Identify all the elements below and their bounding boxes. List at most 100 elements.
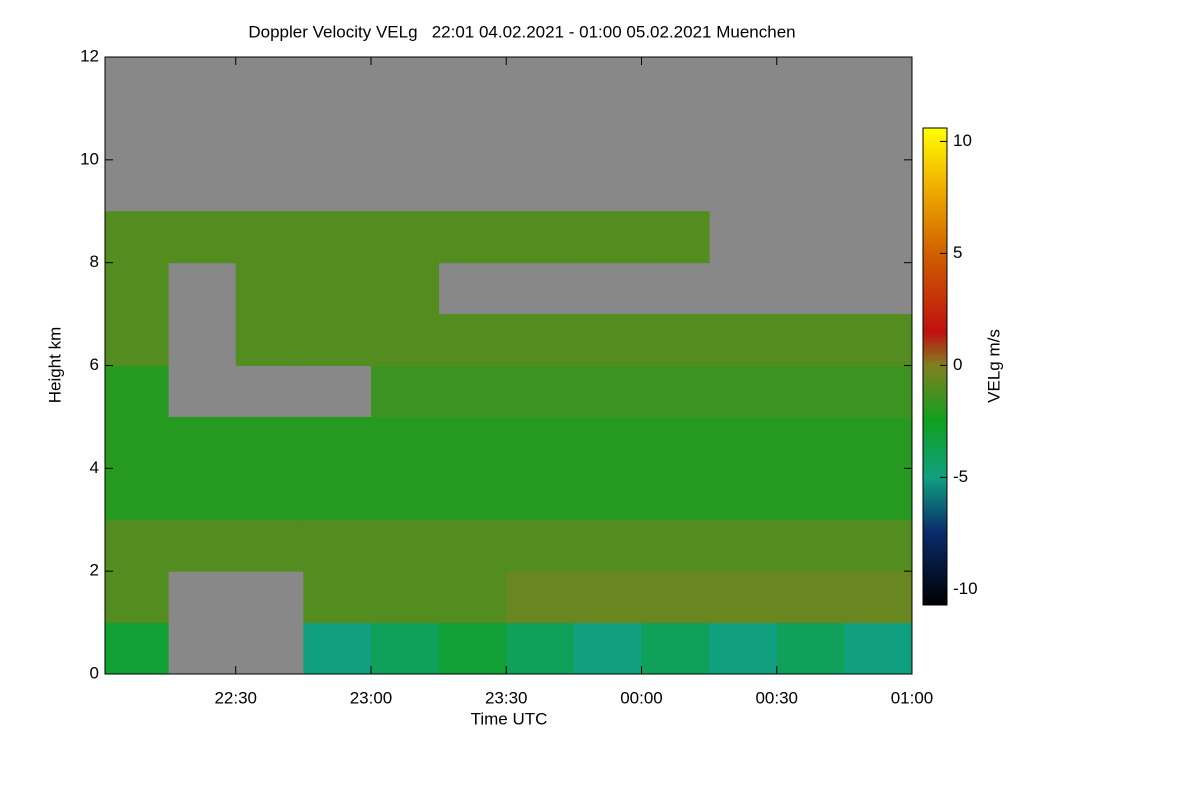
heatmap-cell	[235, 416, 304, 469]
x-axis-label: Time UTC	[471, 709, 548, 728]
heatmap-cell	[303, 571, 372, 624]
heatmap-cell	[573, 622, 642, 674]
heatmap-cell	[370, 365, 440, 418]
heatmap-cell	[641, 416, 710, 469]
heatmap-cell	[438, 365, 507, 418]
y-tick-label: 2	[90, 561, 99, 580]
heatmap-cell	[235, 211, 304, 264]
heatmap-cell	[303, 314, 372, 366]
heatmap-cell	[235, 468, 304, 521]
heatmap-cell	[573, 211, 642, 264]
x-tick-label: 01:00	[891, 688, 934, 707]
heatmap-cell	[105, 365, 169, 418]
heatmap-cell	[709, 365, 778, 418]
heatmap-cell	[506, 519, 575, 572]
heatmap-cell	[776, 314, 845, 366]
heatmap-cell	[641, 468, 710, 521]
y-tick-label: 8	[90, 252, 99, 271]
heatmap-cell	[709, 416, 778, 469]
heatmap-cell	[105, 314, 169, 366]
heatmap-cell	[235, 262, 304, 315]
heatmap-cell	[573, 468, 642, 521]
colorbar-tick-label: 5	[953, 243, 962, 262]
y-axis-label: Height km	[45, 327, 64, 404]
chart-title: Doppler Velocity VELg 22:01 04.02.2021 -…	[248, 22, 795, 41]
heatmap-cell	[506, 468, 575, 521]
heatmap-cell	[235, 314, 304, 366]
heatmap-cell	[168, 416, 237, 469]
heatmap-cell	[303, 468, 372, 521]
heatmap-cell	[844, 519, 912, 572]
colorbar-tick-label: -10	[953, 579, 978, 598]
heatmap-cell	[709, 468, 778, 521]
heatmap-cell	[105, 571, 169, 624]
heatmap-cell	[438, 314, 507, 366]
heatmap-cell	[776, 622, 845, 674]
heatmap-cell	[438, 571, 507, 624]
heatmap-cell	[573, 571, 642, 624]
heatmap-cell	[506, 211, 575, 264]
heatmap-cell	[776, 416, 845, 469]
heatmap-cell	[303, 416, 372, 469]
heatmap-cell	[105, 262, 169, 315]
heatmap-cell	[370, 211, 440, 264]
heatmap-cell	[105, 519, 169, 572]
heatmap-cell	[303, 622, 372, 674]
heatmap-cell	[709, 622, 778, 674]
heatmap-cell	[438, 416, 507, 469]
heatmap-cell	[573, 519, 642, 572]
colorbar-tick-label: -5	[953, 467, 968, 486]
heatmap-cell	[506, 622, 575, 674]
heatmap-cell	[776, 519, 845, 572]
colorbar-label: VELg m/s	[984, 329, 1003, 403]
heatmap-cell	[303, 262, 372, 315]
colorbar-tick-label: 10	[953, 131, 972, 150]
heatmap	[105, 211, 912, 674]
heatmap-cell	[776, 571, 845, 624]
heatmap-cell	[438, 211, 507, 264]
heatmap-cell	[168, 519, 237, 572]
y-tick-label: 12	[80, 46, 99, 65]
heatmap-cell	[370, 519, 440, 572]
x-tick-label: 00:00	[620, 688, 663, 707]
heatmap-cell	[641, 519, 710, 572]
heatmap-cell	[641, 622, 710, 674]
y-tick-label: 10	[80, 149, 99, 168]
heatmap-cell	[506, 365, 575, 418]
heatmap-cell	[709, 571, 778, 624]
heatmap-cell	[844, 571, 912, 624]
heatmap-cell	[370, 262, 440, 315]
y-tick-label: 0	[90, 663, 99, 682]
heatmap-cell	[641, 365, 710, 418]
heatmap-cell	[370, 571, 440, 624]
y-tick-label: 6	[90, 355, 99, 374]
heatmap-cell	[709, 519, 778, 572]
heatmap-cell	[844, 314, 912, 366]
heatmap-cell	[844, 468, 912, 521]
heatmap-cell	[573, 314, 642, 366]
x-tick-label: 23:00	[350, 688, 393, 707]
heatmap-cell	[105, 211, 169, 264]
heatmap-cell	[370, 622, 440, 674]
heatmap-cell	[370, 314, 440, 366]
heatmap-cell	[438, 622, 507, 674]
heatmap-cell	[370, 416, 440, 469]
heatmap-cell	[105, 416, 169, 469]
heatmap-cell	[641, 211, 710, 264]
x-tick-label: 00:30	[755, 688, 798, 707]
heatmap-cell	[641, 314, 710, 366]
heatmap-cell	[506, 416, 575, 469]
heatmap-cell	[844, 416, 912, 469]
heatmap-cell	[573, 365, 642, 418]
y-tick-label: 4	[90, 458, 99, 477]
heatmap-cell	[105, 622, 169, 674]
heatmap-cell	[709, 314, 778, 366]
heatmap-cell	[573, 416, 642, 469]
heatmap-cell	[776, 365, 845, 418]
colorbar-tick-label: 0	[953, 355, 962, 374]
heatmap-cell	[844, 365, 912, 418]
heatmap-cell	[303, 211, 372, 264]
heatmap-cell	[438, 519, 507, 572]
heatmap-cell	[303, 519, 372, 572]
